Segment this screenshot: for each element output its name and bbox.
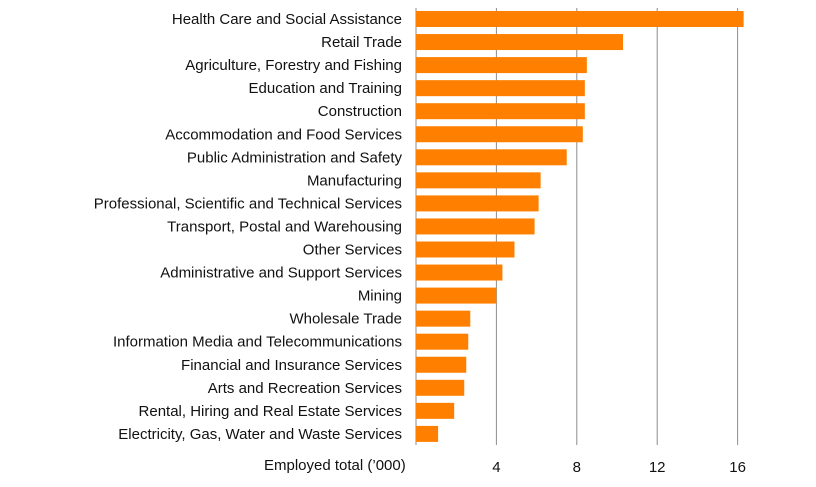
bar — [416, 218, 535, 235]
category-label: Rental, Hiring and Real Estate Services — [139, 403, 402, 420]
category-label: Manufacturing — [307, 172, 402, 189]
x-tick-label: 4 — [492, 459, 500, 476]
category-label: Financial and Insurance Services — [181, 357, 402, 374]
category-label: Mining — [358, 288, 402, 305]
category-label: Wholesale Trade — [289, 311, 402, 328]
category-label: Information Media and Telecommunications — [113, 334, 402, 351]
x-tick-label: 12 — [649, 459, 666, 476]
category-label: Transport, Postal and Warehousing — [167, 218, 402, 235]
bar — [416, 264, 503, 281]
bar — [416, 356, 467, 373]
bar — [416, 287, 497, 304]
category-label: Electricity, Gas, Water and Waste Servic… — [118, 426, 402, 443]
bar — [416, 172, 541, 189]
category-label: Arts and Recreation Services — [208, 380, 402, 397]
category-label: Administrative and Support Services — [160, 265, 402, 282]
category-label: Other Services — [303, 242, 402, 259]
x-tick-label: 8 — [573, 459, 581, 476]
category-label: Construction — [318, 103, 402, 120]
bars — [416, 11, 744, 442]
bar — [416, 241, 515, 258]
bar — [416, 425, 439, 442]
bar — [416, 149, 567, 166]
x-tick-labels: 4 8 12 16 — [492, 459, 746, 476]
bar — [416, 402, 455, 419]
bar — [416, 195, 539, 212]
bar — [416, 80, 585, 97]
category-label: Public Administration and Safety — [187, 149, 403, 166]
category-label: Accommodation and Food Services — [165, 126, 402, 143]
bar — [416, 103, 585, 120]
bar — [416, 126, 583, 143]
category-label: Professional, Scientific and Technical S… — [94, 195, 402, 212]
bar — [416, 379, 465, 396]
bar — [416, 34, 624, 51]
category-label: Health Care and Social Assistance — [172, 11, 402, 28]
bar — [416, 11, 744, 27]
bar — [416, 333, 469, 350]
x-tick-label: 16 — [729, 459, 746, 476]
category-label: Agriculture, Forestry and Fishing — [185, 57, 402, 74]
category-labels: Health Care and Social Assistance Retail … — [94, 11, 403, 443]
bar — [416, 310, 471, 327]
category-label: Education and Training — [249, 80, 402, 97]
x-axis-title: Employed total (’000) — [264, 457, 406, 474]
bar — [416, 57, 587, 74]
category-label: Retail Trade — [321, 34, 402, 51]
